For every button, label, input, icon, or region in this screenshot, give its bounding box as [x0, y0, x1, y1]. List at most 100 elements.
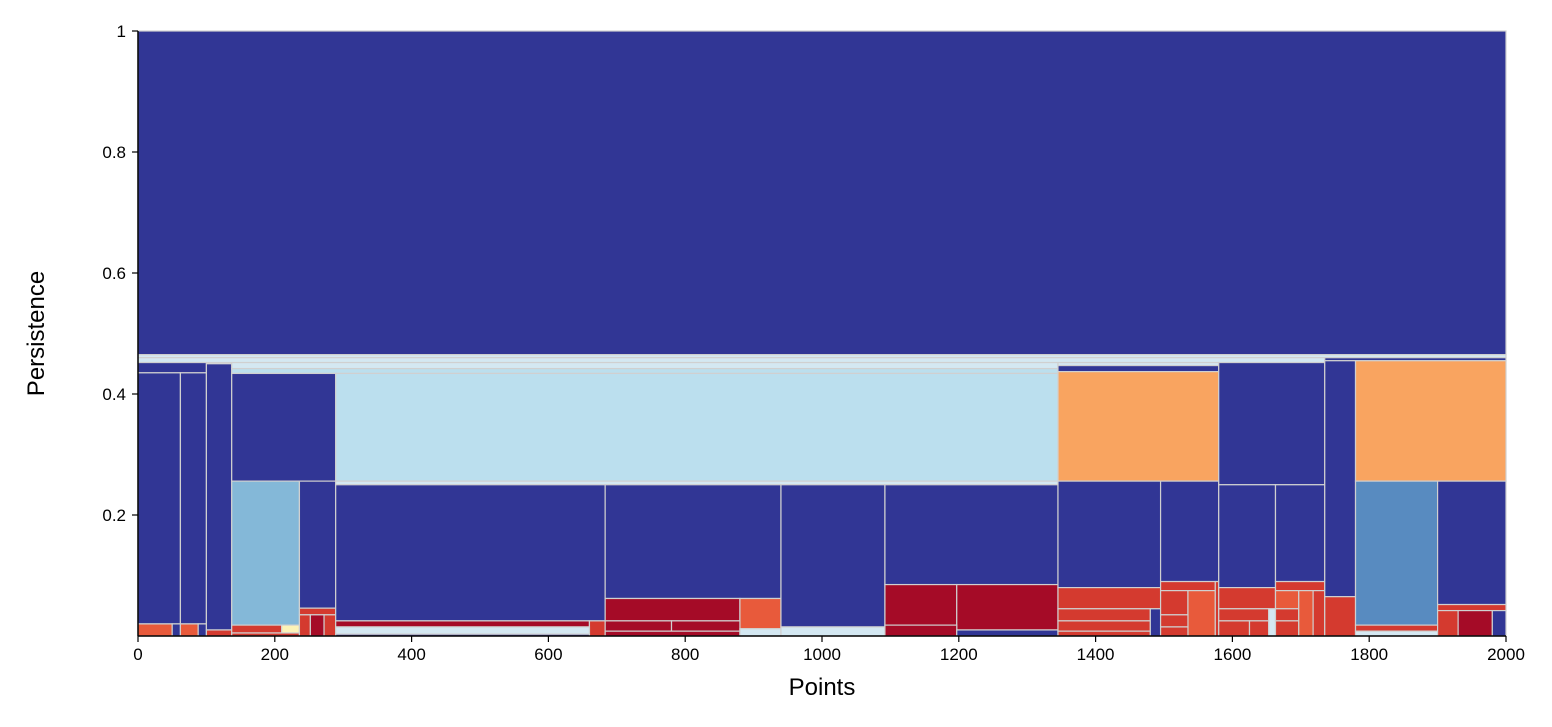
persistence-rect	[739, 597, 782, 630]
persistence-rect	[205, 363, 233, 631]
x-tick-label: 1600	[1213, 645, 1251, 664]
y-axis: 0.2 0.4 0.6 0.8 1	[102, 22, 139, 636]
persistence-rect	[1298, 590, 1314, 637]
persistence-rect	[137, 623, 173, 637]
persistence-rect	[1354, 624, 1439, 632]
persistence-rect	[1274, 608, 1300, 622]
persistence-rect	[1274, 580, 1326, 592]
persistence-rect	[1436, 480, 1507, 606]
persistence-rect	[298, 480, 337, 609]
persistence-rect	[1159, 590, 1189, 616]
persistence-rect	[205, 629, 233, 637]
persistence-rect	[298, 607, 337, 616]
persistence-rect	[1187, 590, 1216, 637]
persistence-rect	[1324, 596, 1357, 637]
persistence-rect	[231, 480, 301, 626]
x-tick-label: 800	[671, 645, 699, 664]
persistence-rect	[1274, 620, 1300, 637]
persistence-rect	[1274, 484, 1326, 583]
persistence-rect	[323, 614, 337, 637]
persistence-rect	[309, 614, 325, 637]
persistence-rect	[179, 623, 199, 637]
persistence-rect	[1218, 361, 1326, 486]
persistence-rect	[1057, 371, 1220, 482]
persistence-rect	[231, 361, 1059, 370]
persistence-rect	[281, 624, 301, 634]
persistence-rect	[1491, 609, 1507, 637]
persistence-rect	[604, 484, 782, 600]
persistence-rect	[604, 597, 741, 622]
persistence-rect	[1218, 586, 1277, 610]
x-axis-title: Points	[789, 674, 856, 701]
persistence-rect	[231, 624, 283, 634]
y-tick-label: 0.4	[102, 385, 126, 404]
persistence-rect	[335, 372, 1059, 482]
persistence-rect	[197, 623, 208, 637]
persistence-rect	[231, 367, 1059, 375]
persistence-rect	[335, 484, 606, 622]
persistence-rect	[298, 614, 311, 637]
persistence-rect	[1268, 608, 1277, 637]
persistence-rect	[1218, 608, 1270, 622]
persistence-rect	[739, 628, 782, 637]
x-tick-label: 1800	[1350, 645, 1388, 664]
persistence-rect	[179, 372, 208, 625]
persistence-rect	[137, 30, 1507, 356]
y-tick-label: 1	[117, 22, 126, 41]
persistence-rect	[1312, 590, 1326, 637]
persistence-rect	[956, 629, 1059, 637]
persistence-rect	[1057, 620, 1151, 632]
persistence-rect	[1057, 608, 1151, 622]
y-tick-label: 0.8	[102, 143, 126, 162]
persistence-rect	[1248, 620, 1270, 637]
persistence-rect	[335, 620, 591, 628]
persistence-rect	[171, 623, 182, 637]
persistence-rect	[1149, 608, 1162, 637]
persistence-rect	[1159, 480, 1220, 583]
x-tick-label: 0	[133, 645, 142, 664]
persistence-rect	[884, 484, 1059, 586]
persistence-rect	[1274, 590, 1300, 610]
persistence-rect	[1436, 609, 1459, 637]
persistence-rect	[884, 624, 958, 637]
y-tick-label: 0.6	[102, 264, 126, 283]
persistence-rect	[956, 583, 1059, 631]
persistence-rect	[231, 372, 337, 482]
persistence-rect	[137, 357, 1326, 364]
x-axis: 0 200 400 600 800 1000 1200 1400 1600 1800 2000	[133, 635, 1525, 664]
persistence-rect	[1354, 480, 1439, 626]
persistence-rect	[1324, 360, 1357, 598]
persistence-rect	[1057, 364, 1220, 373]
x-tick-label: 400	[397, 645, 425, 664]
persistence-rect	[604, 620, 673, 632]
persistence-rect	[1354, 360, 1507, 482]
persistence-rect	[1457, 609, 1493, 637]
persistence-rect	[1218, 484, 1277, 589]
persistence-rect	[1159, 580, 1216, 592]
x-tick-label: 1400	[1077, 645, 1115, 664]
persistence-rect	[1436, 603, 1507, 612]
persistence-rect	[1057, 586, 1162, 610]
x-tick-label: 600	[534, 645, 562, 664]
x-tick-label: 200	[261, 645, 289, 664]
persistence-rect	[884, 583, 958, 626]
rects-layer	[137, 30, 1507, 637]
y-tick-label: 0.2	[102, 506, 126, 525]
persistence-rect	[1218, 620, 1251, 637]
x-tick-label: 1200	[940, 645, 978, 664]
persistence-rect	[588, 620, 606, 637]
y-axis-title: Persistence	[23, 271, 50, 396]
persistence-rect	[780, 626, 886, 637]
persistence-rect	[335, 626, 591, 635]
persistence-rect	[1159, 614, 1189, 628]
x-tick-label: 2000	[1487, 645, 1525, 664]
persistence-rect	[670, 620, 741, 632]
persistence-rect	[137, 372, 182, 625]
persistence-rect	[780, 484, 886, 628]
persistence-rect	[137, 361, 208, 374]
persistence-rect	[1057, 480, 1162, 589]
persistence-rect	[1159, 626, 1189, 637]
x-tick-label: 1000	[803, 645, 841, 664]
